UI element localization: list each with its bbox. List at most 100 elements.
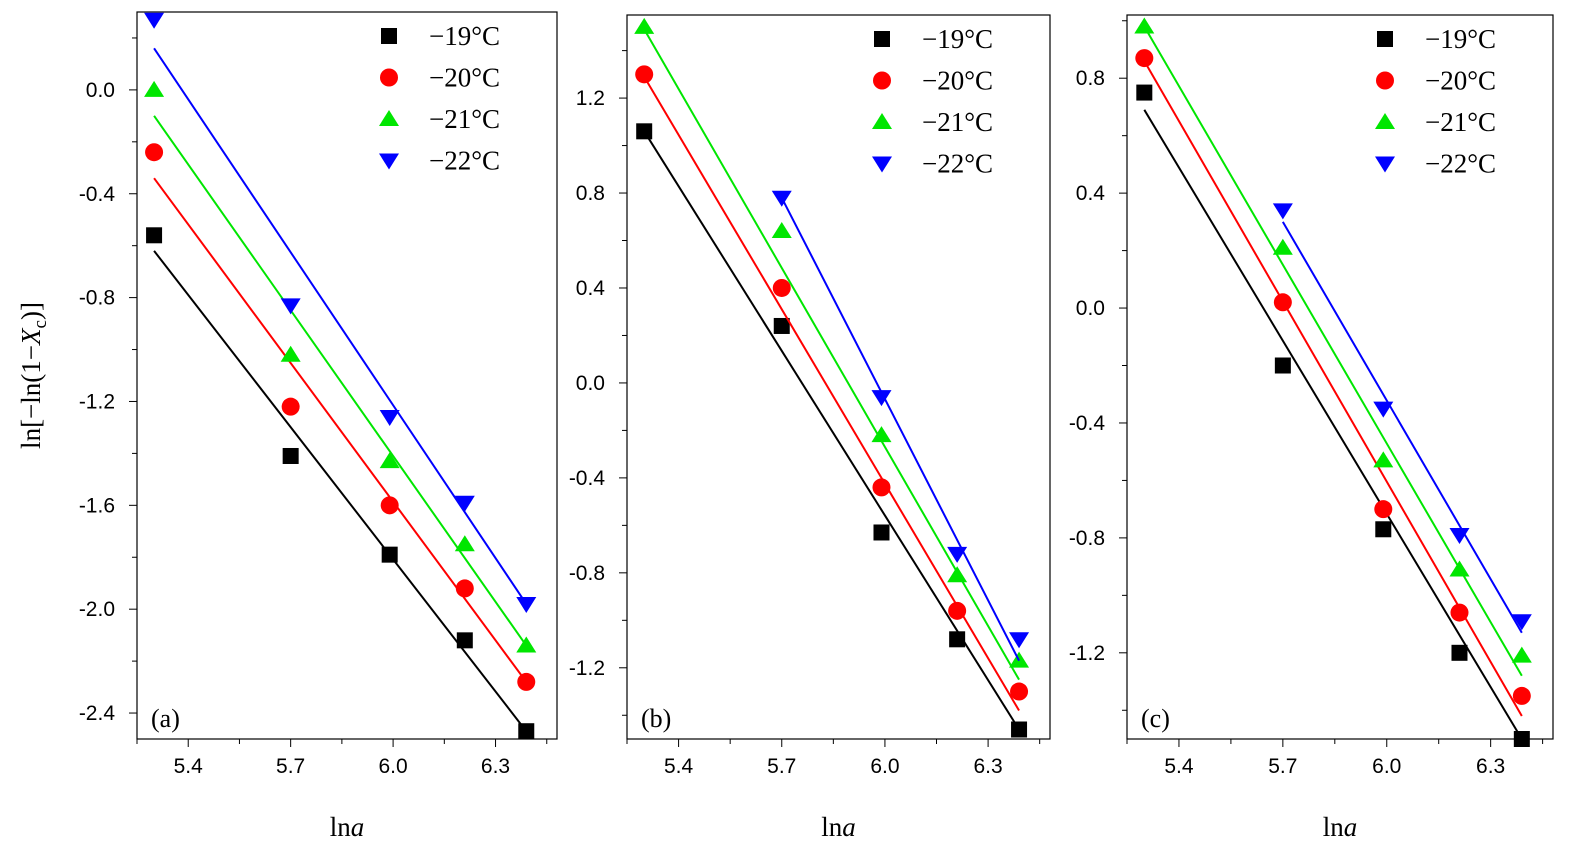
fit-line xyxy=(153,250,528,732)
legend-marker xyxy=(1375,113,1395,129)
legend-marker xyxy=(872,156,892,173)
x-axis-title-text: ln xyxy=(821,812,843,842)
legend-label: −21°C xyxy=(1425,107,1496,137)
chart-panel-2: 5.4 5.7 6.0 6.3 -1.2 -0.8 -0.4 0.0 0.4 0.8 1.2 lna −… xyxy=(569,14,1051,842)
data-point xyxy=(771,190,792,207)
data-point xyxy=(634,17,655,34)
panels: 5.4 5.7 6.0 6.3 -2.4 -2.0 -1.6 -1.2 -0.8 -0.4 0.0 l… xyxy=(16,11,1554,842)
data-point xyxy=(1511,614,1532,631)
legend-label: −20°C xyxy=(429,63,500,93)
fit-line xyxy=(1143,109,1523,740)
data-point xyxy=(636,123,653,140)
data-point xyxy=(771,222,792,239)
y-axis-title: ln[−ln(1−Xc)] xyxy=(16,302,51,449)
legend-marker xyxy=(379,110,399,126)
plot-frame xyxy=(136,11,558,740)
data-point xyxy=(1511,646,1532,663)
legend-label: −19°C xyxy=(1425,24,1496,54)
y-tick-label: -2.4 xyxy=(79,702,116,725)
y-tick-label: 1.2 xyxy=(576,87,605,110)
x-tick-label: 6.0 xyxy=(1372,755,1401,778)
data-point xyxy=(1451,644,1468,661)
y-tick-label: -0.8 xyxy=(1069,527,1105,550)
legend-label: −21°C xyxy=(429,104,500,134)
y-tick-label: -1.2 xyxy=(79,390,115,413)
y-axis-title-sub: c xyxy=(30,320,51,328)
x-tick-label: 5.7 xyxy=(1268,755,1297,778)
fit-line xyxy=(153,177,528,683)
series-1 xyxy=(146,227,535,740)
data-point xyxy=(1374,500,1393,519)
data-point xyxy=(1135,49,1154,68)
legend-label: −19°C xyxy=(429,21,500,51)
series-2 xyxy=(145,143,536,691)
fit-line xyxy=(643,130,1020,731)
x-tick-label: 5.7 xyxy=(276,755,305,778)
legend-marker xyxy=(874,31,890,47)
series-1 xyxy=(1136,84,1530,747)
y-tick-label: -0.8 xyxy=(569,562,605,585)
data-point xyxy=(1375,521,1392,538)
data-point xyxy=(1274,357,1291,374)
y-tick-label: 0.4 xyxy=(576,277,606,300)
y-tick-label: 0.8 xyxy=(576,182,605,205)
data-point xyxy=(1011,721,1028,738)
y-tick-label: -1.2 xyxy=(1069,642,1105,665)
data-point xyxy=(380,496,399,515)
data-point xyxy=(772,278,791,297)
data-point xyxy=(1450,603,1469,622)
data-point xyxy=(1272,238,1293,255)
data-point xyxy=(635,65,654,84)
data-point xyxy=(871,390,892,407)
x-axis-title-text: ln xyxy=(1323,812,1345,842)
data-point xyxy=(1009,632,1030,649)
x-tick-label: 6.3 xyxy=(481,755,510,778)
data-point xyxy=(872,478,891,497)
y-tick-label: -1.2 xyxy=(569,657,605,680)
data-point xyxy=(1513,731,1530,747)
data-point xyxy=(1273,293,1292,312)
fit-line xyxy=(153,115,528,647)
y-tick-label: -0.4 xyxy=(1069,412,1106,435)
data-point xyxy=(280,345,301,362)
data-point xyxy=(145,143,164,162)
data-point xyxy=(144,12,165,29)
data-point xyxy=(282,447,299,464)
series-2 xyxy=(635,65,1029,712)
x-axis-title: lna xyxy=(821,812,856,842)
series-2 xyxy=(1135,49,1531,717)
chart-panel-1: 5.4 5.7 6.0 6.3 -2.4 -2.0 -1.6 -1.2 -0.8 -0.4 0.0 l… xyxy=(16,11,558,842)
data-point xyxy=(280,298,301,315)
series-3 xyxy=(634,17,1030,681)
panel-label: (c) xyxy=(1141,704,1170,733)
series-4 xyxy=(144,12,537,613)
plot-frame xyxy=(626,14,1051,740)
data-point xyxy=(1373,451,1394,468)
x-tick-label: 6.0 xyxy=(870,755,899,778)
x-tick-label: 5.4 xyxy=(664,755,694,778)
data-point xyxy=(281,397,300,416)
y-tick-label: 0.0 xyxy=(576,372,605,395)
legend-label: −20°C xyxy=(922,66,993,96)
y-tick-label: -0.4 xyxy=(79,183,116,206)
data-point xyxy=(1449,528,1470,545)
panel-label: (b) xyxy=(641,704,671,733)
x-tick-label: 5.4 xyxy=(1164,755,1194,778)
y-tick-label: -2.0 xyxy=(79,598,115,621)
x-tick-label: 5.7 xyxy=(767,755,796,778)
legend-marker xyxy=(1375,156,1395,173)
data-point xyxy=(517,672,536,691)
y-tick-label: -0.4 xyxy=(569,467,606,490)
fit-line xyxy=(153,47,528,605)
series-4 xyxy=(1272,203,1532,634)
panel-label: (a) xyxy=(151,704,180,733)
data-point xyxy=(1136,84,1153,101)
legend-label: −22°C xyxy=(1425,149,1496,179)
data-point xyxy=(455,579,474,598)
legend-label: −19°C xyxy=(922,24,993,54)
legend-label: −21°C xyxy=(922,107,993,137)
x-axis-title-var: a xyxy=(1344,812,1358,842)
data-point xyxy=(379,452,400,469)
data-point xyxy=(947,566,968,583)
